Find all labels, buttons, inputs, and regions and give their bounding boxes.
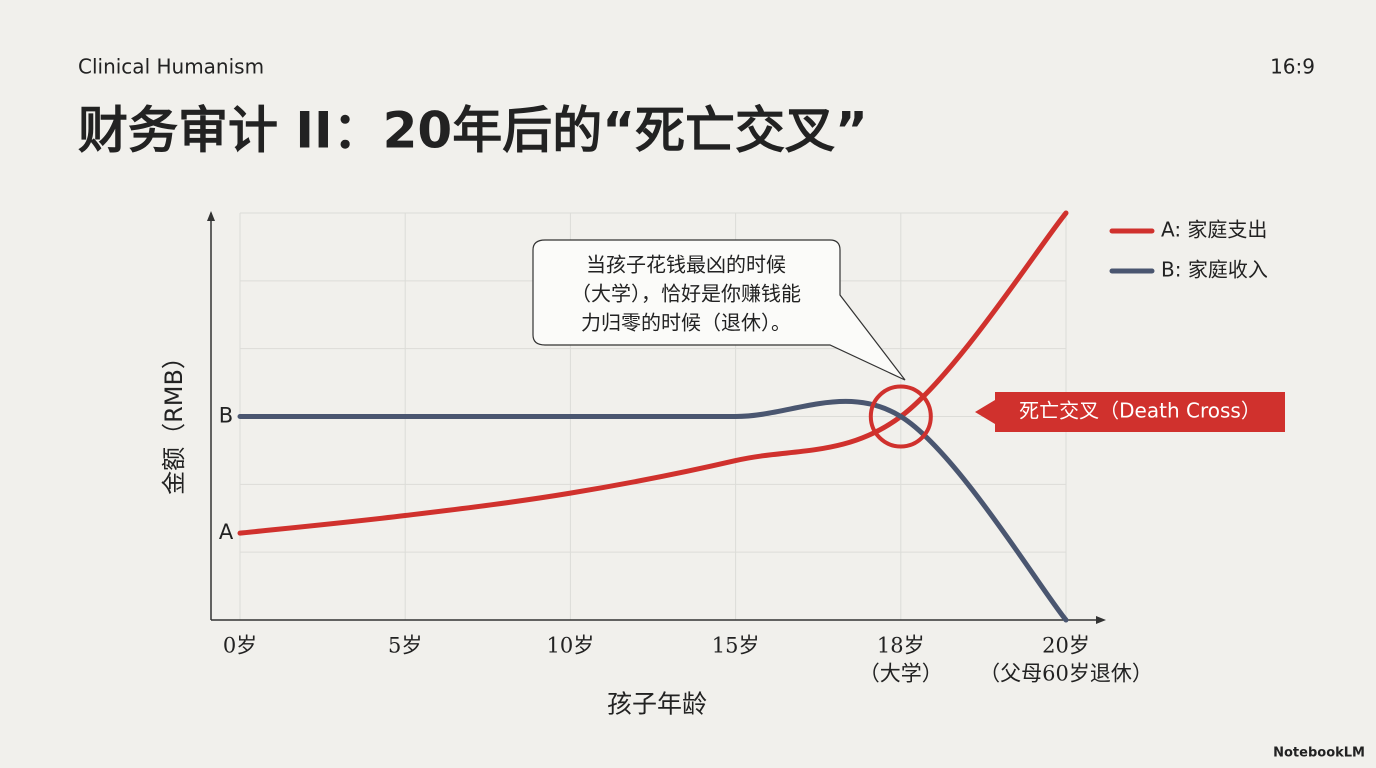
callout-text: （大学），恰好是你赚钱能 xyxy=(571,282,801,306)
x-axis-label: 孩子年龄 xyxy=(607,690,707,719)
callout-text: 力归零的时候（退休）。 xyxy=(581,311,791,335)
footer-logo: NotebookLM xyxy=(1273,746,1365,761)
x-tick-label: 0岁 xyxy=(223,634,257,658)
cross-circle xyxy=(868,384,933,449)
y-axis-label: 金额（RMB） xyxy=(160,345,188,495)
series-tag: B xyxy=(219,404,233,428)
y-arrow xyxy=(207,211,215,221)
x-tick-label: 15岁 xyxy=(712,634,760,658)
slide-title: 财务审计 II：20年后的“死亡交叉” xyxy=(78,102,868,160)
series-tag: A xyxy=(219,520,234,544)
x-arrow xyxy=(1096,616,1106,624)
cross-label-box xyxy=(975,392,1285,432)
ratio: 16:9 xyxy=(1270,55,1315,79)
callout-box xyxy=(532,239,906,381)
series-line xyxy=(237,398,1069,623)
legend-label: B: 家庭收入 xyxy=(1161,258,1268,282)
brand: Clinical Humanism xyxy=(78,55,264,79)
series-line xyxy=(237,210,1069,536)
cross-label: 死亡交叉（Death Cross） xyxy=(1019,399,1261,423)
x-tick-label: 10岁 xyxy=(547,634,595,658)
callout-text: 当孩子花钱最凶的时候 xyxy=(586,253,786,277)
x-tick-note: （大学） xyxy=(859,662,943,686)
x-tick-label: 18岁 xyxy=(877,634,925,658)
x-tick-note: （父母60岁退休） xyxy=(979,662,1153,686)
x-tick-label: 20岁 xyxy=(1042,634,1090,658)
x-tick-label: 5岁 xyxy=(388,634,422,658)
legend-label: A: 家庭支出 xyxy=(1161,218,1267,242)
